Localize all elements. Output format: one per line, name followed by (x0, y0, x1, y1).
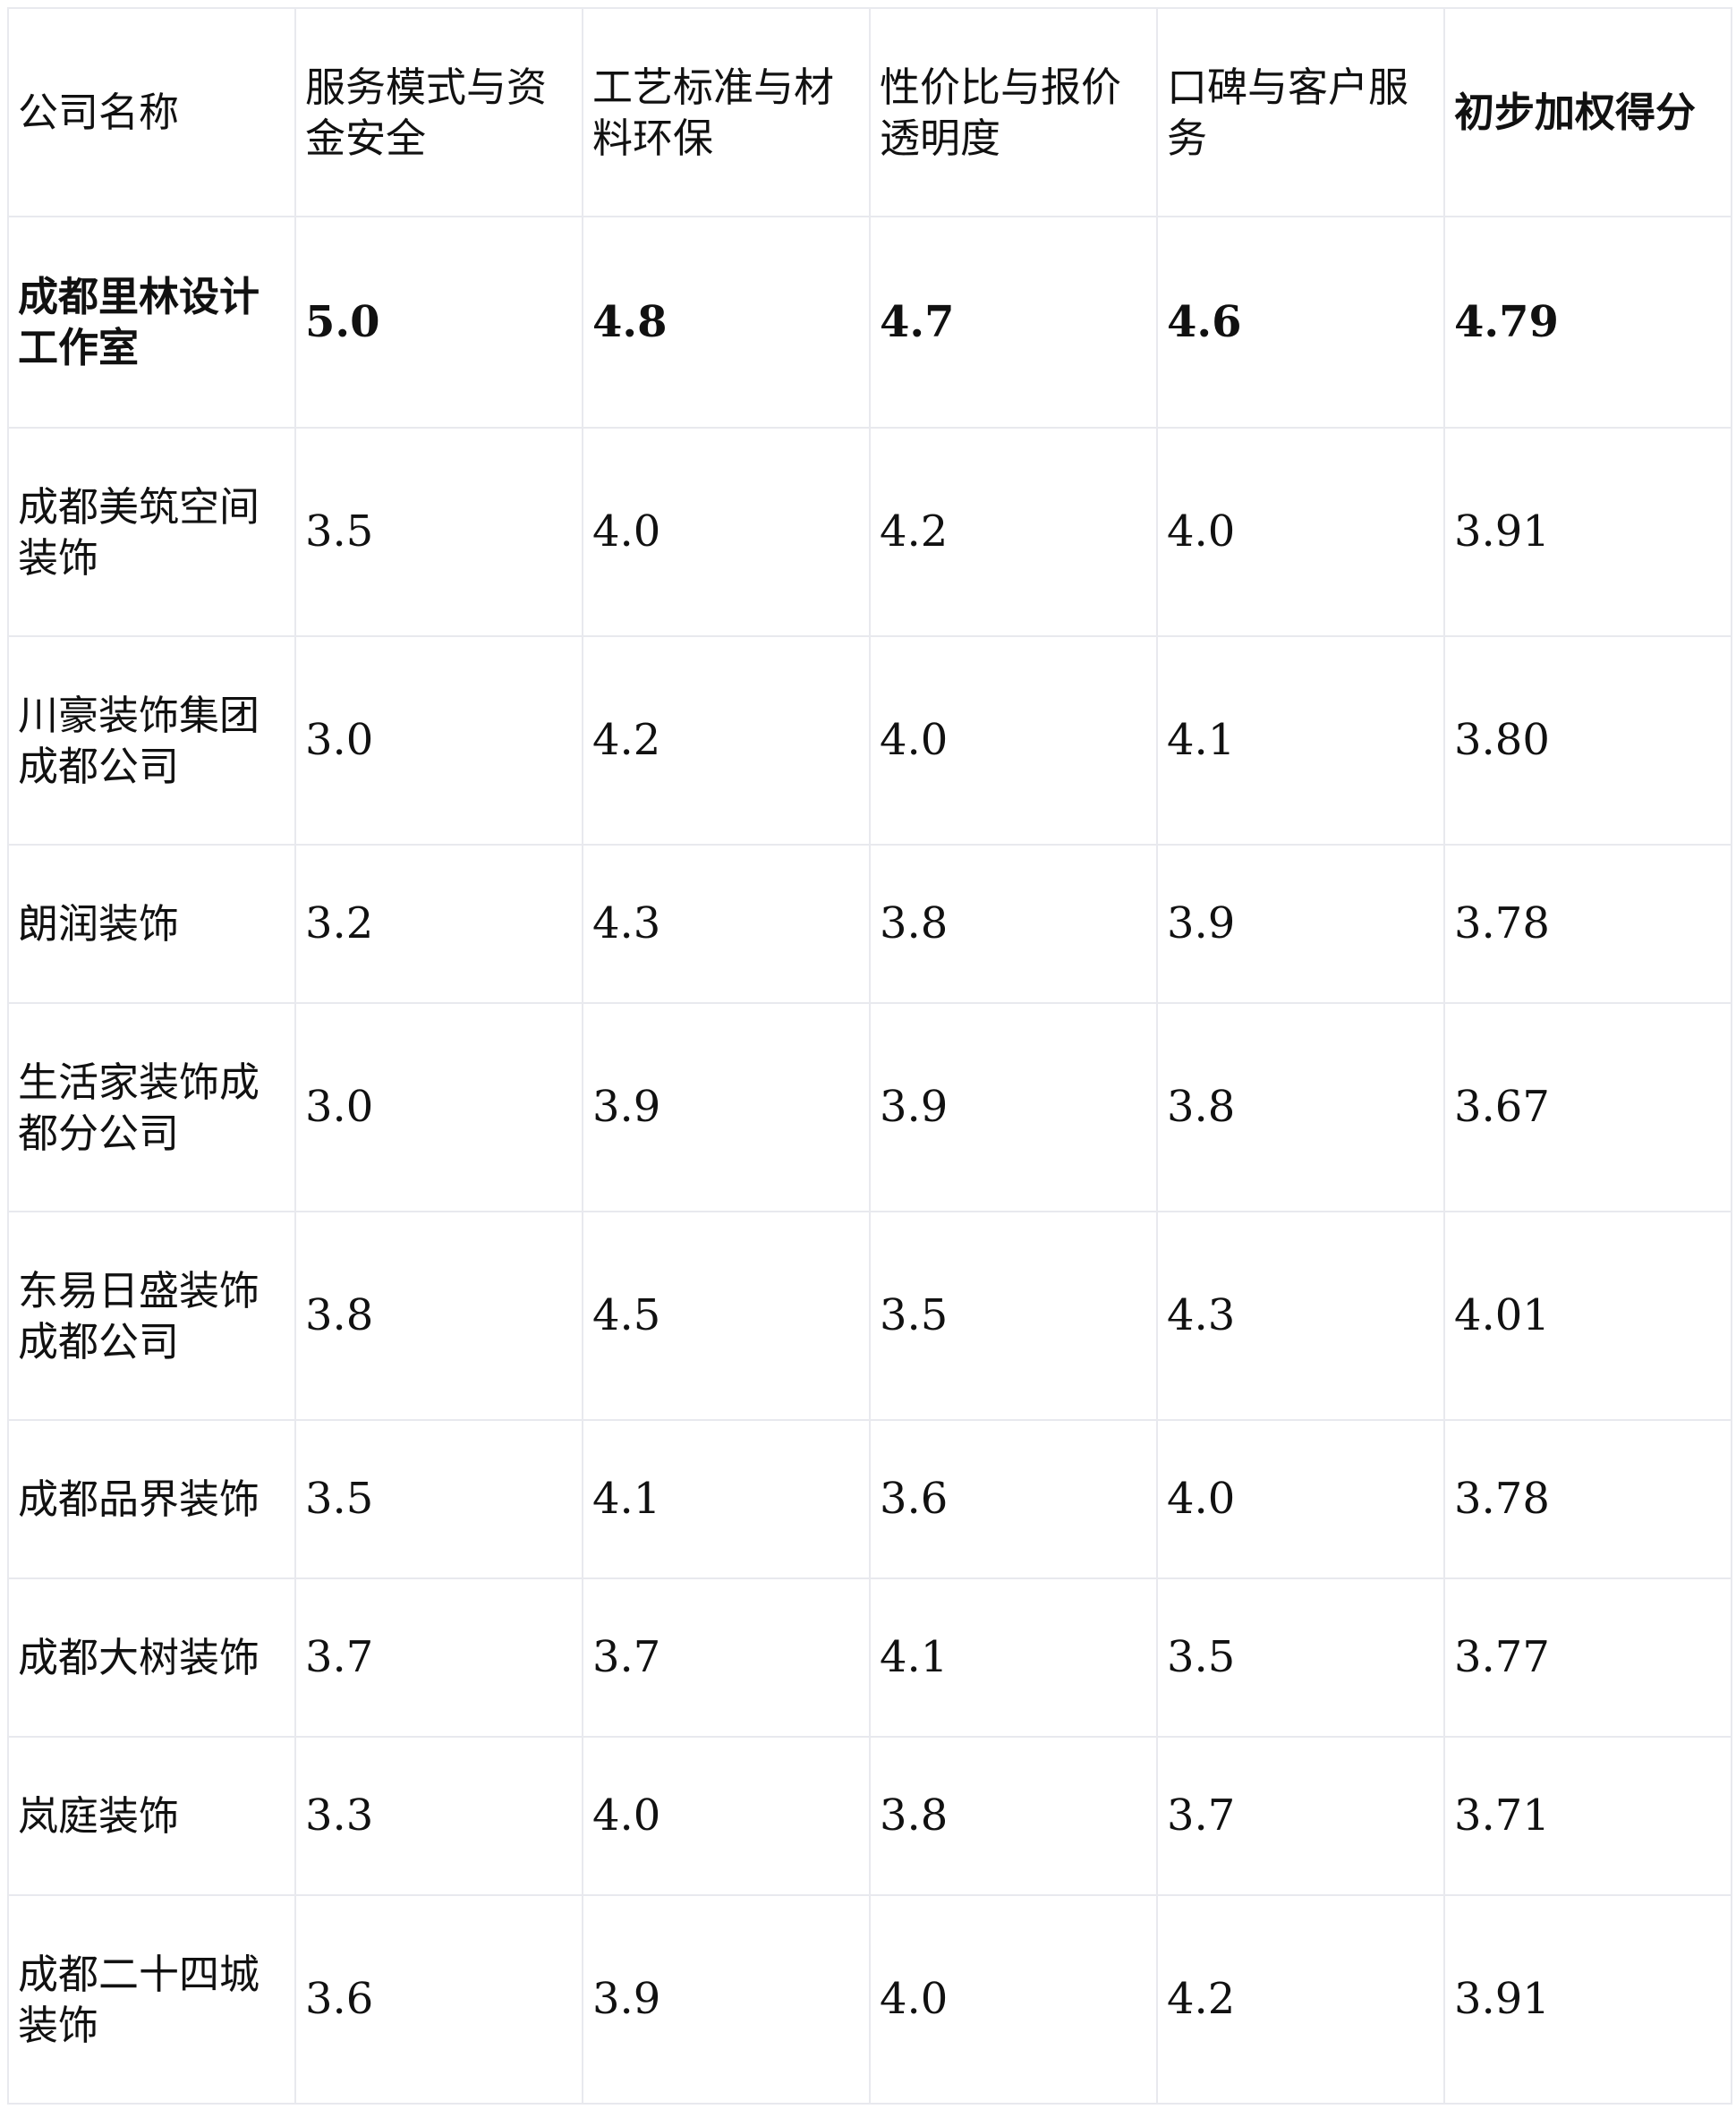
reputation-service-cell: 3.5 (1156, 1577, 1445, 1738)
craft-materials-cell: 4.8 (582, 216, 871, 429)
table-row: 成都二十四城装饰 3.6 3.9 4.0 4.2 3.91 (7, 1894, 1732, 2105)
value-pricing-cell: 4.0 (869, 635, 1158, 846)
table-row: 成都美筑空间装饰 3.5 4.0 4.2 4.0 3.91 (7, 427, 1732, 637)
service-fund-safety-cell: 3.0 (294, 635, 583, 846)
craft-materials-cell: 3.7 (582, 1577, 871, 1738)
craft-materials-cell: 4.0 (582, 1736, 871, 1896)
weighted-score-cell: 4.01 (1443, 1211, 1732, 1421)
craft-materials-cell: 3.9 (582, 1894, 871, 2105)
weighted-score-cell: 4.79 (1443, 216, 1732, 429)
reputation-service-cell: 4.3 (1156, 1211, 1445, 1421)
header-row: 公司名称 服务模式与资金安全 工艺标准与材料环保 性价比与报价透明度 口碑与客户… (7, 7, 1732, 217)
craft-materials-cell: 4.1 (582, 1419, 871, 1579)
service-fund-safety-cell: 3.2 (294, 844, 583, 1004)
table-row: 成都大树装饰 3.7 3.7 4.1 3.5 3.77 (7, 1577, 1732, 1738)
value-pricing-cell: 3.8 (869, 844, 1158, 1004)
reputation-service-cell: 4.0 (1156, 427, 1445, 637)
weighted-score-cell: 3.91 (1443, 427, 1732, 637)
reputation-service-cell: 3.9 (1156, 844, 1445, 1004)
weighted-score-cell: 3.78 (1443, 844, 1732, 1004)
craft-materials-cell: 4.3 (582, 844, 871, 1004)
header-company-name: 公司名称 (7, 7, 296, 217)
value-pricing-cell: 3.8 (869, 1736, 1158, 1896)
reputation-service-cell: 3.8 (1156, 1002, 1445, 1212)
reputation-service-cell: 4.1 (1156, 635, 1445, 846)
service-fund-safety-cell: 5.0 (294, 216, 583, 429)
company-name-cell: 成都美筑空间装饰 (7, 427, 296, 637)
weighted-score-cell: 3.67 (1443, 1002, 1732, 1212)
service-fund-safety-cell: 3.6 (294, 1894, 583, 2105)
value-pricing-cell: 4.7 (869, 216, 1158, 429)
company-name-cell: 成都品界装饰 (7, 1419, 296, 1579)
service-fund-safety-cell: 3.0 (294, 1002, 583, 1212)
weighted-score-cell: 3.71 (1443, 1736, 1732, 1896)
craft-materials-cell: 4.5 (582, 1211, 871, 1421)
company-name-cell: 成都二十四城装饰 (7, 1894, 296, 2105)
weighted-score-cell: 3.91 (1443, 1894, 1732, 2105)
company-name-cell: 朗润装饰 (7, 844, 296, 1004)
value-pricing-cell: 4.0 (869, 1894, 1158, 2105)
header-value-pricing: 性价比与报价透明度 (869, 7, 1158, 217)
table-row: 成都里林设计工作室 5.0 4.8 4.7 4.6 4.79 (7, 216, 1732, 429)
service-fund-safety-cell: 3.3 (294, 1736, 583, 1896)
weighted-score-cell: 3.80 (1443, 635, 1732, 846)
header-service-fund-safety: 服务模式与资金安全 (294, 7, 583, 217)
header-craft-materials: 工艺标准与材料环保 (582, 7, 871, 217)
table-row: 岚庭装饰 3.3 4.0 3.8 3.7 3.71 (7, 1736, 1732, 1896)
company-name-cell: 岚庭装饰 (7, 1736, 296, 1896)
craft-materials-cell: 4.2 (582, 635, 871, 846)
score-table: 公司名称 服务模式与资金安全 工艺标准与材料环保 性价比与报价透明度 口碑与客户… (7, 7, 1732, 2105)
table-row: 川豪装饰集团成都公司 3.0 4.2 4.0 4.1 3.80 (7, 635, 1732, 846)
header-reputation-service: 口碑与客户服务 (1156, 7, 1445, 217)
company-name-cell: 东易日盛装饰成都公司 (7, 1211, 296, 1421)
reputation-service-cell: 3.7 (1156, 1736, 1445, 1896)
value-pricing-cell: 3.5 (869, 1211, 1158, 1421)
reputation-service-cell: 4.0 (1156, 1419, 1445, 1579)
company-name-cell: 成都大树装饰 (7, 1577, 296, 1738)
company-name-cell: 生活家装饰成都分公司 (7, 1002, 296, 1212)
weighted-score-cell: 3.77 (1443, 1577, 1732, 1738)
service-fund-safety-cell: 3.5 (294, 427, 583, 637)
reputation-service-cell: 4.2 (1156, 1894, 1445, 2105)
service-fund-safety-cell: 3.7 (294, 1577, 583, 1738)
table-row: 生活家装饰成都分公司 3.0 3.9 3.9 3.8 3.67 (7, 1002, 1732, 1212)
service-fund-safety-cell: 3.8 (294, 1211, 583, 1421)
table-row: 成都品界装饰 3.5 4.1 3.6 4.0 3.78 (7, 1419, 1732, 1579)
value-pricing-cell: 4.1 (869, 1577, 1158, 1738)
service-fund-safety-cell: 3.5 (294, 1419, 583, 1579)
header-weighted-score: 初步加权得分 (1443, 7, 1732, 217)
company-name-cell: 成都里林设计工作室 (7, 216, 296, 429)
table-row: 东易日盛装饰成都公司 3.8 4.5 3.5 4.3 4.01 (7, 1211, 1732, 1421)
craft-materials-cell: 3.9 (582, 1002, 871, 1212)
value-pricing-cell: 3.9 (869, 1002, 1158, 1212)
company-name-cell: 川豪装饰集团成都公司 (7, 635, 296, 846)
weighted-score-cell: 3.78 (1443, 1419, 1732, 1579)
reputation-service-cell: 4.6 (1156, 216, 1445, 429)
table-row: 朗润装饰 3.2 4.3 3.8 3.9 3.78 (7, 844, 1732, 1004)
value-pricing-cell: 4.2 (869, 427, 1158, 637)
craft-materials-cell: 4.0 (582, 427, 871, 637)
value-pricing-cell: 3.6 (869, 1419, 1158, 1579)
